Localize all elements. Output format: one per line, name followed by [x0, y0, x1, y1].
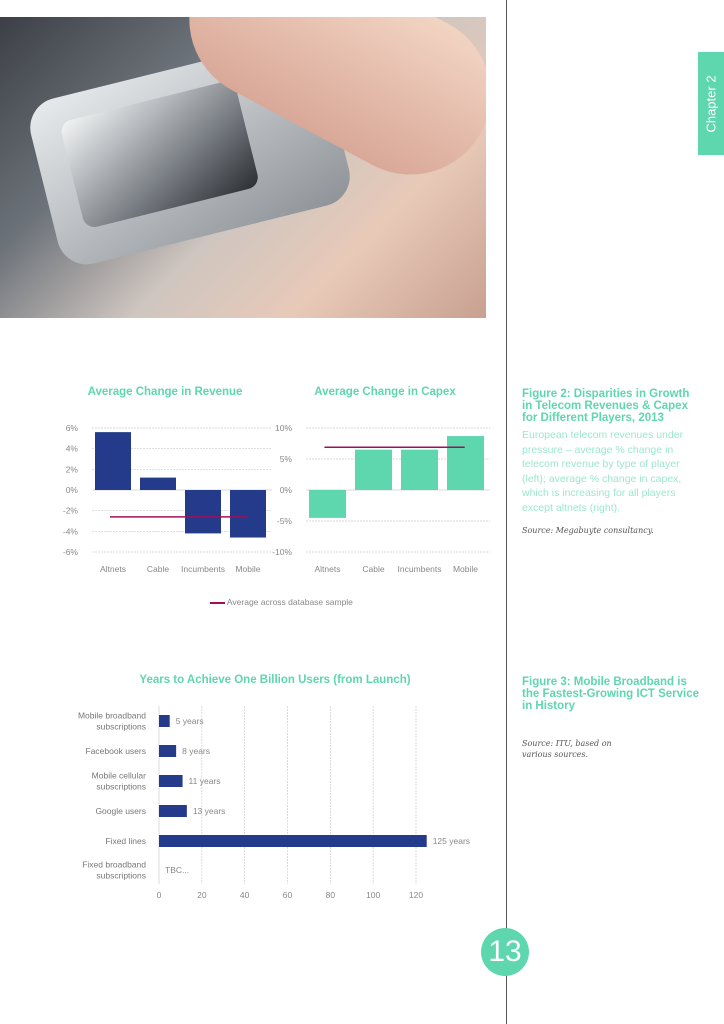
category-label: subscriptions	[96, 871, 146, 881]
bar-mobile-cellular-subscriptions	[159, 775, 183, 787]
y-tick-label: -5%	[277, 516, 293, 526]
page-number: 13	[481, 928, 529, 976]
y-tick-label: -4%	[63, 526, 79, 536]
figure-2-title: Figure 2: Disparities in Growth in Telec…	[522, 388, 690, 424]
x-tick-label: Mobile	[453, 564, 478, 574]
y-tick-label: 6%	[66, 423, 79, 433]
category-label: Mobile cellular	[92, 771, 146, 781]
revenue-chart-title: Average Change in Revenue	[87, 386, 243, 398]
x-tick-label: 80	[326, 890, 336, 900]
category-label: Facebook users	[86, 746, 146, 756]
figure-3-source: Source: ITU, based on various sources.	[522, 739, 612, 759]
y-tick-label: -6%	[63, 547, 79, 557]
billion-users-chart-title: Years to Achieve One Billion Users (from…	[139, 674, 411, 686]
category-label: Mobile broadband	[78, 711, 146, 721]
category-label: subscriptions	[96, 722, 146, 732]
y-tick-label: 0%	[66, 485, 79, 495]
bar-mobile	[447, 436, 484, 490]
y-tick-label: 10%	[275, 423, 292, 433]
bar-mobile-broadband-subscriptions	[159, 715, 170, 727]
capex-chart-title: Average Change in Capex	[314, 386, 456, 398]
data-label: 125 years	[433, 836, 470, 846]
y-tick-label: -10%	[272, 547, 292, 557]
figure-2-source: Source: Megabuyte consultancy.	[522, 526, 654, 535]
column-divider	[506, 0, 507, 1024]
x-tick-label: Altnets	[100, 564, 126, 574]
bar-cable	[140, 477, 176, 490]
x-tick-label: Mobile	[235, 564, 260, 574]
bar-facebook-users	[159, 745, 177, 757]
x-tick-label: 100	[366, 890, 380, 900]
category-label: Fixed broadband	[82, 860, 146, 870]
bar-mobile	[230, 490, 266, 538]
bar-fixed-lines	[159, 835, 427, 847]
y-tick-label: 4%	[66, 444, 79, 454]
y-tick-label: 5%	[280, 454, 293, 464]
smartwatch-photo	[0, 17, 486, 318]
x-tick-label: Incumbents	[398, 564, 442, 574]
x-tick-label: Cable	[362, 564, 384, 574]
data-label: 5 years	[176, 716, 204, 726]
figure-3-title: Figure 3: Mobile Broadband is the Fastes…	[522, 676, 700, 712]
x-tick-label: 60	[283, 890, 293, 900]
category-label: Fixed lines	[105, 836, 146, 846]
data-label: 8 years	[182, 746, 210, 756]
bar-google-users	[159, 805, 187, 817]
x-tick-label: 120	[409, 890, 423, 900]
data-label: 13 years	[193, 806, 226, 816]
x-tick-label: Incumbents	[181, 564, 225, 574]
x-tick-label: 0	[157, 890, 162, 900]
y-tick-label: 2%	[66, 464, 79, 474]
category-label: Google users	[95, 806, 146, 816]
figure-2-text: European telecom revenues under pressure…	[522, 429, 684, 514]
bar-cable	[355, 449, 392, 490]
figure-2-caption: Figure 2: Disparities in Growth in Telec…	[522, 388, 702, 536]
x-tick-label: Cable	[147, 564, 169, 574]
chart-legend: Average across database sample	[210, 597, 353, 607]
category-label: subscriptions	[96, 782, 146, 792]
figure-3-caption: Figure 3: Mobile Broadband is the Fastes…	[522, 676, 702, 760]
y-tick-label: 0%	[280, 485, 293, 495]
bar-incumbents	[185, 490, 221, 534]
data-label: 11 years	[189, 776, 221, 786]
chapter-tab[interactable]: Chapter 2	[698, 52, 724, 155]
bar-altnets	[95, 432, 131, 490]
legend-label: Average across database sample	[226, 597, 353, 607]
y-tick-label: -2%	[63, 506, 79, 516]
bar-altnets	[309, 490, 346, 518]
x-tick-label: 20	[197, 890, 207, 900]
legend-swatch	[210, 602, 225, 604]
bar-incumbents	[401, 449, 438, 490]
data-label: TBC...	[165, 865, 189, 875]
x-tick-label: Altnets	[315, 564, 341, 574]
x-tick-label: 40	[240, 890, 250, 900]
